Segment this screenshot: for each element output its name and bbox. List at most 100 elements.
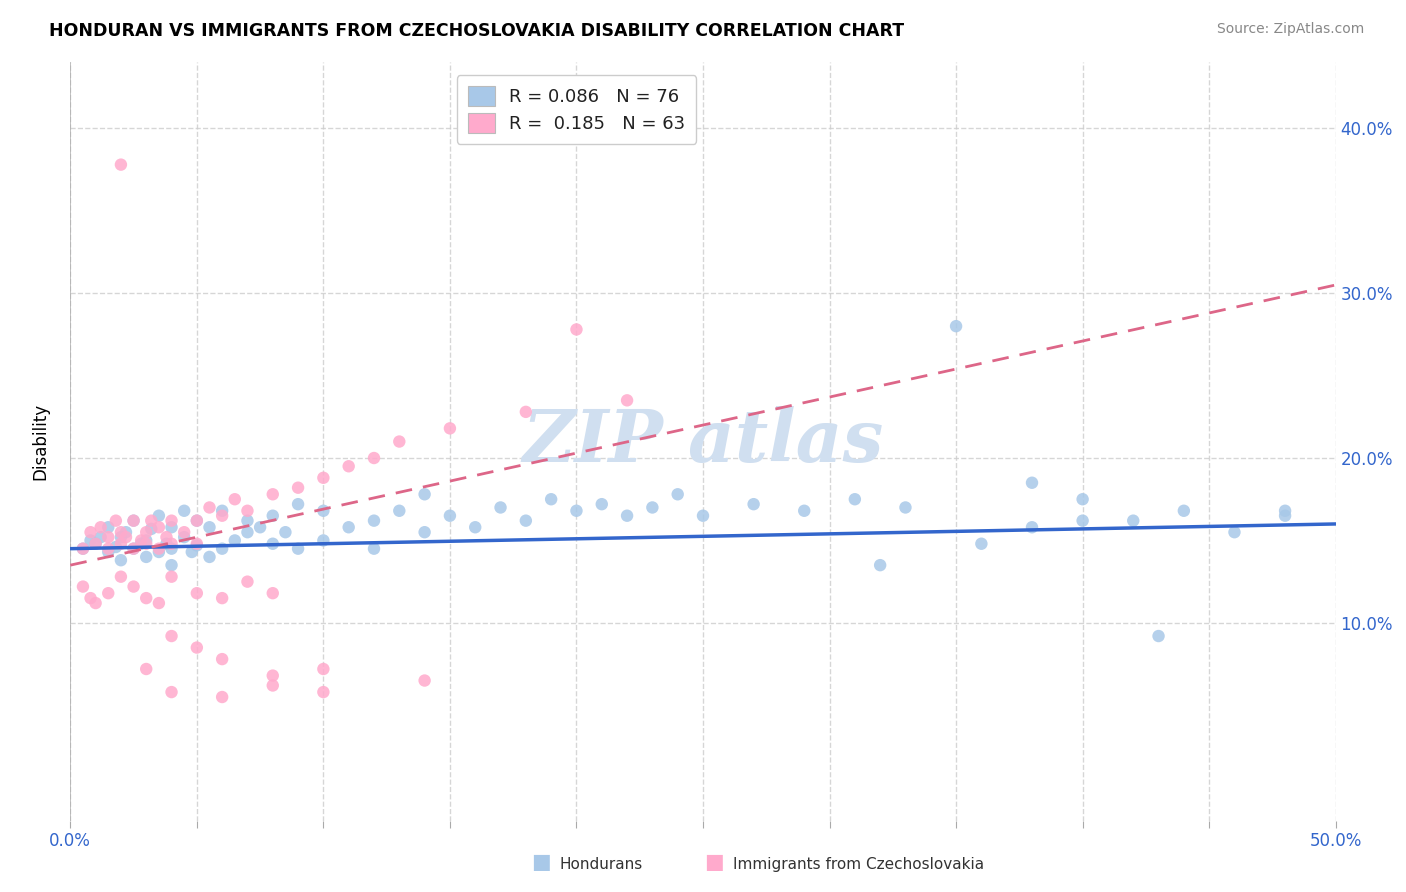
Hondurans [160, 558, 183, 573]
Hondurans [211, 541, 233, 556]
Hondurans [110, 530, 132, 544]
Hondurans [236, 514, 259, 528]
Immigrants from Czechoslovakia [160, 685, 183, 699]
Hondurans [198, 549, 221, 564]
Hondurans [287, 541, 309, 556]
Immigrants from Czechoslovakia [224, 492, 246, 507]
Immigrants from Czechoslovakia [97, 541, 120, 556]
Hondurans [439, 508, 461, 523]
Hondurans [262, 508, 284, 523]
Hondurans [160, 541, 183, 556]
Hondurans [616, 508, 638, 523]
Hondurans [274, 525, 297, 540]
Immigrants from Czechoslovakia [110, 537, 132, 551]
Text: Immigrants from Czechoslovakia: Immigrants from Czechoslovakia [733, 857, 984, 872]
Immigrants from Czechoslovakia [211, 508, 233, 523]
Hondurans [869, 558, 891, 573]
Immigrants from Czechoslovakia [236, 504, 259, 518]
Immigrants from Czechoslovakia [141, 514, 163, 528]
Immigrants from Czechoslovakia [122, 541, 145, 556]
Immigrants from Czechoslovakia [160, 514, 183, 528]
Hondurans [160, 520, 183, 534]
Text: HONDURAN VS IMMIGRANTS FROM CZECHOSLOVAKIA DISABILITY CORRELATION CHART: HONDURAN VS IMMIGRANTS FROM CZECHOSLOVAK… [49, 22, 904, 40]
Immigrants from Czechoslovakia [84, 537, 107, 551]
Immigrants from Czechoslovakia [155, 530, 177, 544]
Hondurans [540, 492, 562, 507]
Hondurans [110, 553, 132, 567]
Hondurans [173, 530, 195, 544]
Hondurans [970, 537, 993, 551]
Hondurans [129, 537, 152, 551]
Hondurans [312, 504, 335, 518]
Immigrants from Czechoslovakia [262, 586, 284, 600]
Hondurans [186, 514, 208, 528]
Immigrants from Czechoslovakia [72, 541, 94, 556]
Hondurans [148, 545, 170, 559]
Hondurans [1122, 514, 1144, 528]
Immigrants from Czechoslovakia [173, 525, 195, 540]
Immigrants from Czechoslovakia [129, 533, 152, 548]
Hondurans [413, 487, 436, 501]
Hondurans [666, 487, 689, 501]
Immigrants from Czechoslovakia [439, 421, 461, 435]
Hondurans [1021, 475, 1043, 490]
Hondurans [249, 520, 271, 534]
Immigrants from Czechoslovakia [79, 591, 101, 606]
Immigrants from Czechoslovakia [135, 537, 157, 551]
Immigrants from Czechoslovakia [565, 322, 588, 336]
Hondurans [262, 537, 284, 551]
Immigrants from Czechoslovakia [84, 596, 107, 610]
Hondurans [793, 504, 815, 518]
Immigrants from Czechoslovakia [337, 459, 360, 474]
Immigrants from Czechoslovakia [515, 405, 537, 419]
Hondurans [236, 525, 259, 540]
Hondurans [1173, 504, 1195, 518]
Hondurans [1071, 514, 1094, 528]
Hondurans [186, 538, 208, 552]
Immigrants from Czechoslovakia [363, 450, 385, 465]
Immigrants from Czechoslovakia [186, 640, 208, 655]
Immigrants from Czechoslovakia [135, 662, 157, 676]
Immigrants from Czechoslovakia [97, 586, 120, 600]
Immigrants from Czechoslovakia [186, 514, 208, 528]
Immigrants from Czechoslovakia [148, 520, 170, 534]
Immigrants from Czechoslovakia [115, 530, 138, 544]
Hondurans [1223, 525, 1246, 540]
Legend: R = 0.086   N = 76, R =  0.185   N = 63: R = 0.086 N = 76, R = 0.185 N = 63 [457, 75, 696, 144]
Y-axis label: Disability: Disability [31, 403, 49, 480]
Immigrants from Czechoslovakia [186, 586, 208, 600]
Text: ■: ■ [704, 853, 724, 872]
Text: Hondurans: Hondurans [560, 857, 643, 872]
Hondurans [894, 500, 917, 515]
Hondurans [742, 497, 765, 511]
Hondurans [692, 508, 714, 523]
Hondurans [1274, 508, 1296, 523]
Hondurans [945, 319, 967, 334]
Text: ■: ■ [531, 853, 551, 872]
Immigrants from Czechoslovakia [262, 678, 284, 692]
Immigrants from Czechoslovakia [148, 541, 170, 556]
Hondurans [591, 497, 613, 511]
Immigrants from Czechoslovakia [160, 537, 183, 551]
Immigrants from Czechoslovakia [160, 570, 183, 584]
Immigrants from Czechoslovakia [312, 471, 335, 485]
Hondurans [489, 500, 512, 515]
Immigrants from Czechoslovakia [287, 481, 309, 495]
Hondurans [198, 520, 221, 534]
Hondurans [180, 545, 202, 559]
Immigrants from Czechoslovakia [79, 525, 101, 540]
Hondurans [84, 537, 107, 551]
Hondurans [115, 525, 138, 540]
Hondurans [122, 541, 145, 556]
Immigrants from Czechoslovakia [160, 629, 183, 643]
Immigrants from Czechoslovakia [312, 685, 335, 699]
Hondurans [337, 520, 360, 534]
Hondurans [97, 520, 120, 534]
Hondurans [135, 533, 157, 548]
Hondurans [1021, 520, 1043, 534]
Hondurans [565, 504, 588, 518]
Immigrants from Czechoslovakia [90, 520, 112, 534]
Immigrants from Czechoslovakia [110, 158, 132, 172]
Hondurans [312, 533, 335, 548]
Hondurans [1147, 629, 1170, 643]
